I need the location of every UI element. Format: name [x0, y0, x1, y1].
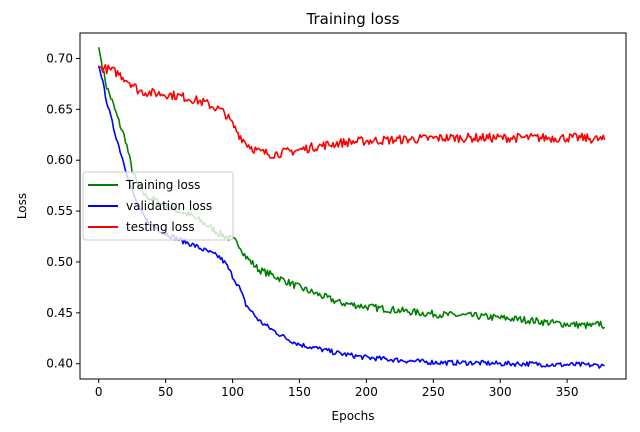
y-tick-label: 0.60: [46, 153, 73, 167]
x-axis-ticks: 0 50 100 150 200 250 300 350: [95, 379, 579, 399]
x-tick-label: 200: [355, 385, 378, 399]
y-tick-label: 0.70: [46, 51, 73, 65]
y-tick-label: 0.40: [46, 357, 73, 371]
legend-label-testing: testing loss: [126, 220, 195, 234]
y-tick-label: 0.50: [46, 255, 73, 269]
legend-label-training: Training loss: [125, 178, 200, 192]
y-tick-label: 0.55: [46, 204, 73, 218]
x-axis-label: Epochs: [332, 409, 375, 423]
y-axis-label: Loss: [15, 193, 29, 219]
y-tick-label: 0.45: [46, 306, 73, 320]
plot-frame: [79, 32, 627, 380]
chart-title: Training loss: [306, 10, 400, 28]
legend: Training loss validation loss testing lo…: [82, 171, 234, 241]
x-tick-label: 100: [221, 385, 244, 399]
legend-box: [82, 171, 234, 241]
x-tick-label: 150: [288, 385, 311, 399]
x-tick-label: 250: [422, 385, 445, 399]
legend-label-validation: validation loss: [126, 199, 212, 213]
y-tick-label: 0.65: [46, 102, 73, 116]
series-line-validation-loss: [97, 65, 605, 369]
x-tick-label: 300: [489, 385, 512, 399]
x-tick-label: 0: [95, 385, 103, 399]
series-line-testing-loss: [98, 63, 606, 159]
plot-area: 0 50 100 150 200 250 300 350 0.400.450.500.550.…: [46, 32, 627, 399]
y-axis-ticks: 0.40 0.45 0.50 0.55 0.60 0.65 0.70: [46, 51, 80, 371]
x-tick-label: 50: [158, 385, 173, 399]
x-tick-label: 350: [556, 385, 579, 399]
